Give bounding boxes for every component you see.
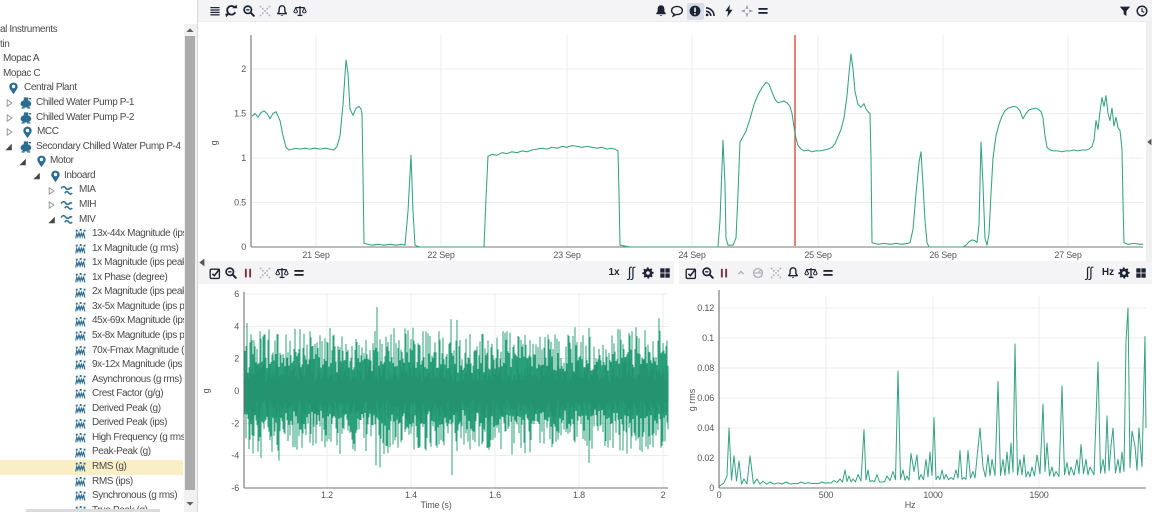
svg-text:1.5: 1.5 (234, 109, 246, 119)
svg-text:g: g (201, 388, 211, 393)
svg-text:26 Sep: 26 Sep (929, 250, 957, 260)
svg-text:24 Sep: 24 Sep (678, 250, 706, 260)
svg-text:0.02: 0.02 (697, 453, 714, 463)
svg-text:22 Sep: 22 Sep (427, 250, 455, 260)
svg-text:500: 500 (819, 490, 834, 500)
svg-text:1: 1 (241, 153, 246, 163)
svg-text:25 Sep: 25 Sep (804, 250, 832, 260)
svg-text:1.2: 1.2 (321, 490, 333, 500)
svg-text:1.6: 1.6 (489, 490, 501, 500)
svg-text:0: 0 (717, 490, 722, 500)
svg-text:23 Sep: 23 Sep (553, 250, 581, 260)
svg-text:21 Sep: 21 Sep (302, 250, 330, 260)
svg-text:0: 0 (709, 483, 714, 493)
svg-text:1500: 1500 (1029, 490, 1048, 500)
svg-text:0: 0 (241, 242, 246, 252)
svg-text:1000: 1000 (923, 490, 942, 500)
svg-text:1.4: 1.4 (405, 490, 417, 500)
svg-text:Hz: Hz (905, 500, 916, 510)
svg-text:Time (s): Time (s) (420, 500, 451, 510)
svg-text:1.8: 1.8 (573, 490, 585, 500)
svg-text:0.5: 0.5 (234, 198, 246, 208)
svg-text:-6: -6 (231, 483, 239, 493)
svg-text:g: g (209, 140, 219, 145)
svg-text:0.06: 0.06 (697, 393, 714, 403)
svg-text:0: 0 (234, 386, 239, 396)
svg-text:0.08: 0.08 (697, 363, 714, 373)
svg-text:0.12: 0.12 (697, 303, 714, 313)
svg-text:4: 4 (234, 321, 239, 331)
svg-text:27 Sep: 27 Sep (1054, 250, 1082, 260)
svg-text:-2: -2 (231, 418, 239, 428)
svg-text:2: 2 (661, 490, 666, 500)
svg-text:-4: -4 (231, 451, 239, 461)
svg-text:0.1: 0.1 (702, 333, 714, 343)
svg-text:0.04: 0.04 (697, 423, 714, 433)
svg-text:2: 2 (241, 64, 246, 74)
svg-text:2: 2 (234, 354, 239, 364)
svg-text:g rms: g rms (687, 388, 697, 411)
svg-text:6: 6 (234, 289, 239, 299)
